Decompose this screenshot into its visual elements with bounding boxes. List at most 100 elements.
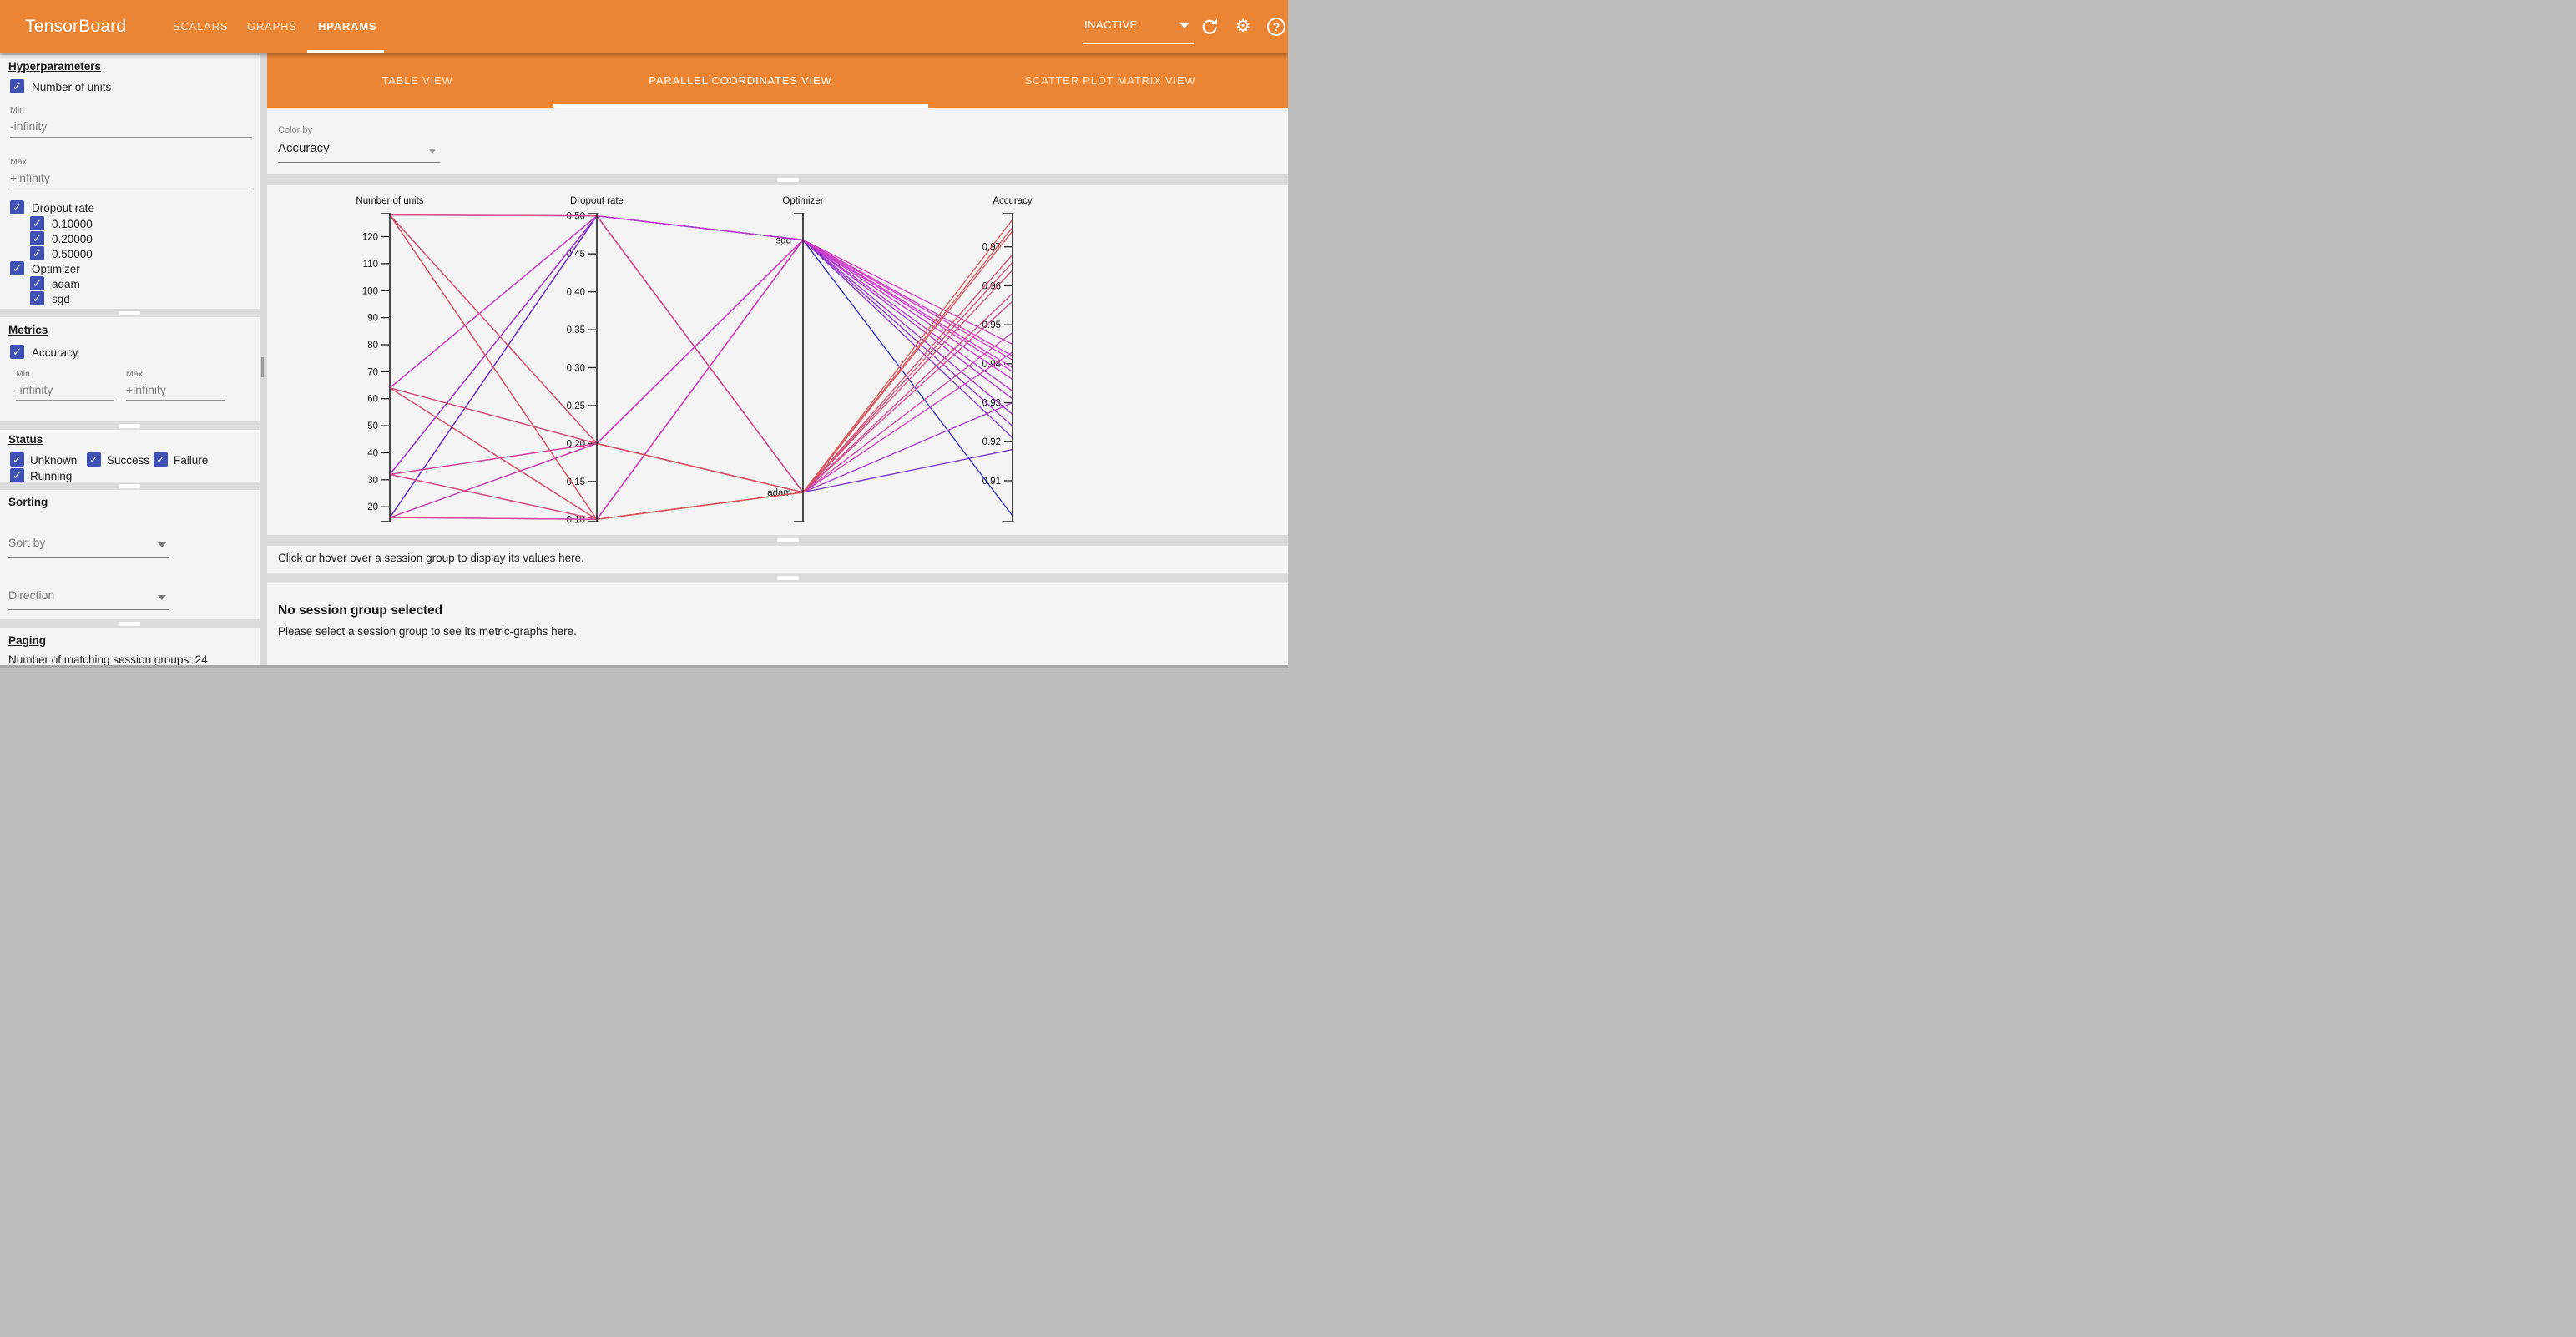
main-divider [267, 573, 1288, 583]
session-group-panel: No session group selected Please select … [267, 583, 1288, 665]
sidebar-resize-handle[interactable] [261, 357, 264, 377]
divider-grip[interactable] [777, 576, 799, 580]
svg-text:120: 120 [362, 233, 378, 243]
tensorboard-hparams-page: TensorBoard SCALARS GRAPHS HPARAMS INACT… [0, 0, 1288, 668]
checkbox-dropout-0.2[interactable] [30, 231, 44, 245]
checkbox-accuracy[interactable] [10, 345, 24, 359]
checkbox-dropout-0.5[interactable] [30, 246, 44, 260]
label-optimizer-sgd: sgd [52, 293, 70, 305]
metrics-title: Metrics [8, 324, 48, 336]
active-tab-indicator [307, 50, 384, 53]
tab-graphs[interactable]: GRAPHS [247, 20, 297, 33]
paging-title: Paging [8, 634, 47, 647]
label-number-of-units: Number of units [32, 81, 112, 93]
active-view-indicator [553, 104, 928, 108]
metrics-panel: Metrics Accuracy Min -infinity Max +infi… [0, 317, 260, 421]
max-label: Max [10, 157, 27, 167]
tab-table-view[interactable]: TABLE VIEW [381, 74, 453, 87]
color-by-value: Accuracy [278, 141, 330, 155]
tab-hparams[interactable]: HPARAMS [318, 20, 377, 33]
divider-grip[interactable] [777, 178, 799, 182]
run-status-dropdown[interactable]: INACTIVE [1083, 0, 1195, 53]
label-dropout-0.1: 0.10000 [52, 218, 93, 230]
sidebar-divider [0, 619, 260, 628]
svg-text:0.35: 0.35 [567, 325, 585, 336]
svg-text:100: 100 [362, 286, 378, 296]
divider-grip[interactable] [119, 621, 140, 626]
app-toolbar: TensorBoard SCALARS GRAPHS HPARAMS INACT… [0, 0, 1288, 53]
sidebar-divider [0, 421, 260, 430]
label-dropout-0.2: 0.20000 [52, 233, 93, 245]
svg-text:30: 30 [367, 476, 378, 486]
checkbox-status-running[interactable] [10, 468, 24, 482]
label-optimizer-adam: adam [52, 278, 80, 290]
label-status-running: Running [30, 470, 73, 482]
units-min-input[interactable]: -infinity [10, 119, 252, 138]
matching-groups-count: Number of matching session groups: 24 [8, 653, 208, 666]
label-status-success: Success [107, 454, 150, 467]
divider-grip[interactable] [119, 310, 140, 315]
status-panel: Status Unknown Success Failure Running [0, 430, 260, 482]
accuracy-min-input[interactable]: -infinity [16, 383, 114, 401]
checkbox-status-success[interactable] [87, 452, 101, 467]
svg-text:50: 50 [367, 421, 378, 431]
checkbox-number-of-units[interactable] [10, 79, 24, 93]
accuracy-max-input[interactable]: +infinity [126, 383, 225, 401]
parallel-coordinates-plot[interactable]: Number of units 120 110 100 90 80 70 60 50 40 30 20… [267, 185, 1288, 541]
help-icon[interactable] [1267, 18, 1285, 36]
svg-text:70: 70 [367, 367, 378, 377]
divider-grip[interactable] [119, 423, 140, 428]
status-title: Status [8, 433, 43, 446]
hyperparameters-panel: Hyperparameters Number of units Min -inf… [0, 55, 260, 309]
checkbox-dropout-rate[interactable] [10, 200, 24, 214]
svg-text:Accuracy: Accuracy [993, 196, 1033, 206]
svg-text:0.45: 0.45 [567, 250, 585, 260]
checkbox-dropout-0.1[interactable] [30, 216, 44, 230]
divider-grip[interactable] [777, 538, 799, 542]
no-selection-body: Please select a session group to see its… [278, 625, 577, 638]
chevron-down-icon [428, 149, 437, 154]
color-by-dropdown[interactable]: Accuracy [278, 141, 440, 163]
sorting-title: Sorting [8, 496, 48, 508]
no-selection-title: No session group selected [278, 603, 443, 618]
chevron-down-icon [1180, 23, 1189, 28]
refresh-icon[interactable] [1200, 18, 1219, 36]
accuracy-max-label: Max [126, 369, 143, 379]
settings-gear-icon[interactable]: ⚙ [1235, 17, 1251, 36]
checkbox-optimizer-adam[interactable] [30, 276, 44, 290]
checkbox-optimizer[interactable] [10, 261, 24, 275]
tab-scalars[interactable]: SCALARS [173, 20, 229, 33]
hover-hint-panel: Click or hover over a session group to d… [267, 546, 1288, 573]
svg-text:0.40: 0.40 [567, 288, 585, 298]
color-by-section: Color by Accuracy [267, 108, 1288, 174]
svg-text:0.30: 0.30 [567, 364, 585, 374]
svg-text:90: 90 [367, 314, 378, 324]
checkbox-status-failure[interactable] [154, 452, 168, 467]
direction-value: Direction [8, 588, 55, 602]
parallel-coordinates-svg[interactable]: Number of units 120 110 100 90 80 70 60 50 40 30 20… [267, 185, 1288, 541]
checkbox-status-unknown[interactable] [10, 452, 24, 467]
checkbox-optimizer-sgd[interactable] [30, 291, 44, 305]
divider-grip[interactable] [119, 483, 140, 488]
main-divider [267, 535, 1288, 546]
units-max-input[interactable]: +infinity [10, 171, 252, 189]
app-title: TensorBoard [25, 17, 127, 36]
svg-text:0.15: 0.15 [567, 477, 585, 487]
paging-panel: Paging Number of matching session groups… [0, 628, 260, 668]
label-status-unknown: Unknown [30, 454, 78, 467]
min-label: Min [10, 105, 24, 115]
label-dropout-rate: Dropout rate [32, 202, 95, 214]
chevron-down-icon [158, 595, 166, 600]
tab-scatter-plot-matrix-view[interactable]: SCATTER PLOT MATRIX VIEW [1024, 74, 1196, 87]
view-tabbar: TABLE VIEW PARALLEL COORDINATES VIEW SCA… [267, 53, 1288, 108]
svg-text:0.92: 0.92 [982, 437, 1001, 447]
svg-text:20: 20 [367, 502, 378, 512]
sorting-panel: Sorting Sort by Direction [0, 490, 260, 619]
direction-dropdown[interactable]: Direction [8, 588, 169, 610]
hyperparameters-title: Hyperparameters [8, 60, 102, 73]
tab-parallel-coordinates-view[interactable]: PARALLEL COORDINATES VIEW [649, 74, 832, 87]
sort-by-dropdown[interactable]: Sort by [8, 536, 169, 558]
scrollbar-track[interactable] [0, 665, 1288, 668]
chevron-down-icon [158, 542, 166, 547]
svg-text:0.10: 0.10 [567, 515, 585, 525]
